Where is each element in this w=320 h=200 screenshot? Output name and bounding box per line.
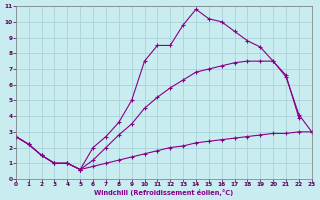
X-axis label: Windchill (Refroidissement éolien,°C): Windchill (Refroidissement éolien,°C): [94, 189, 233, 196]
